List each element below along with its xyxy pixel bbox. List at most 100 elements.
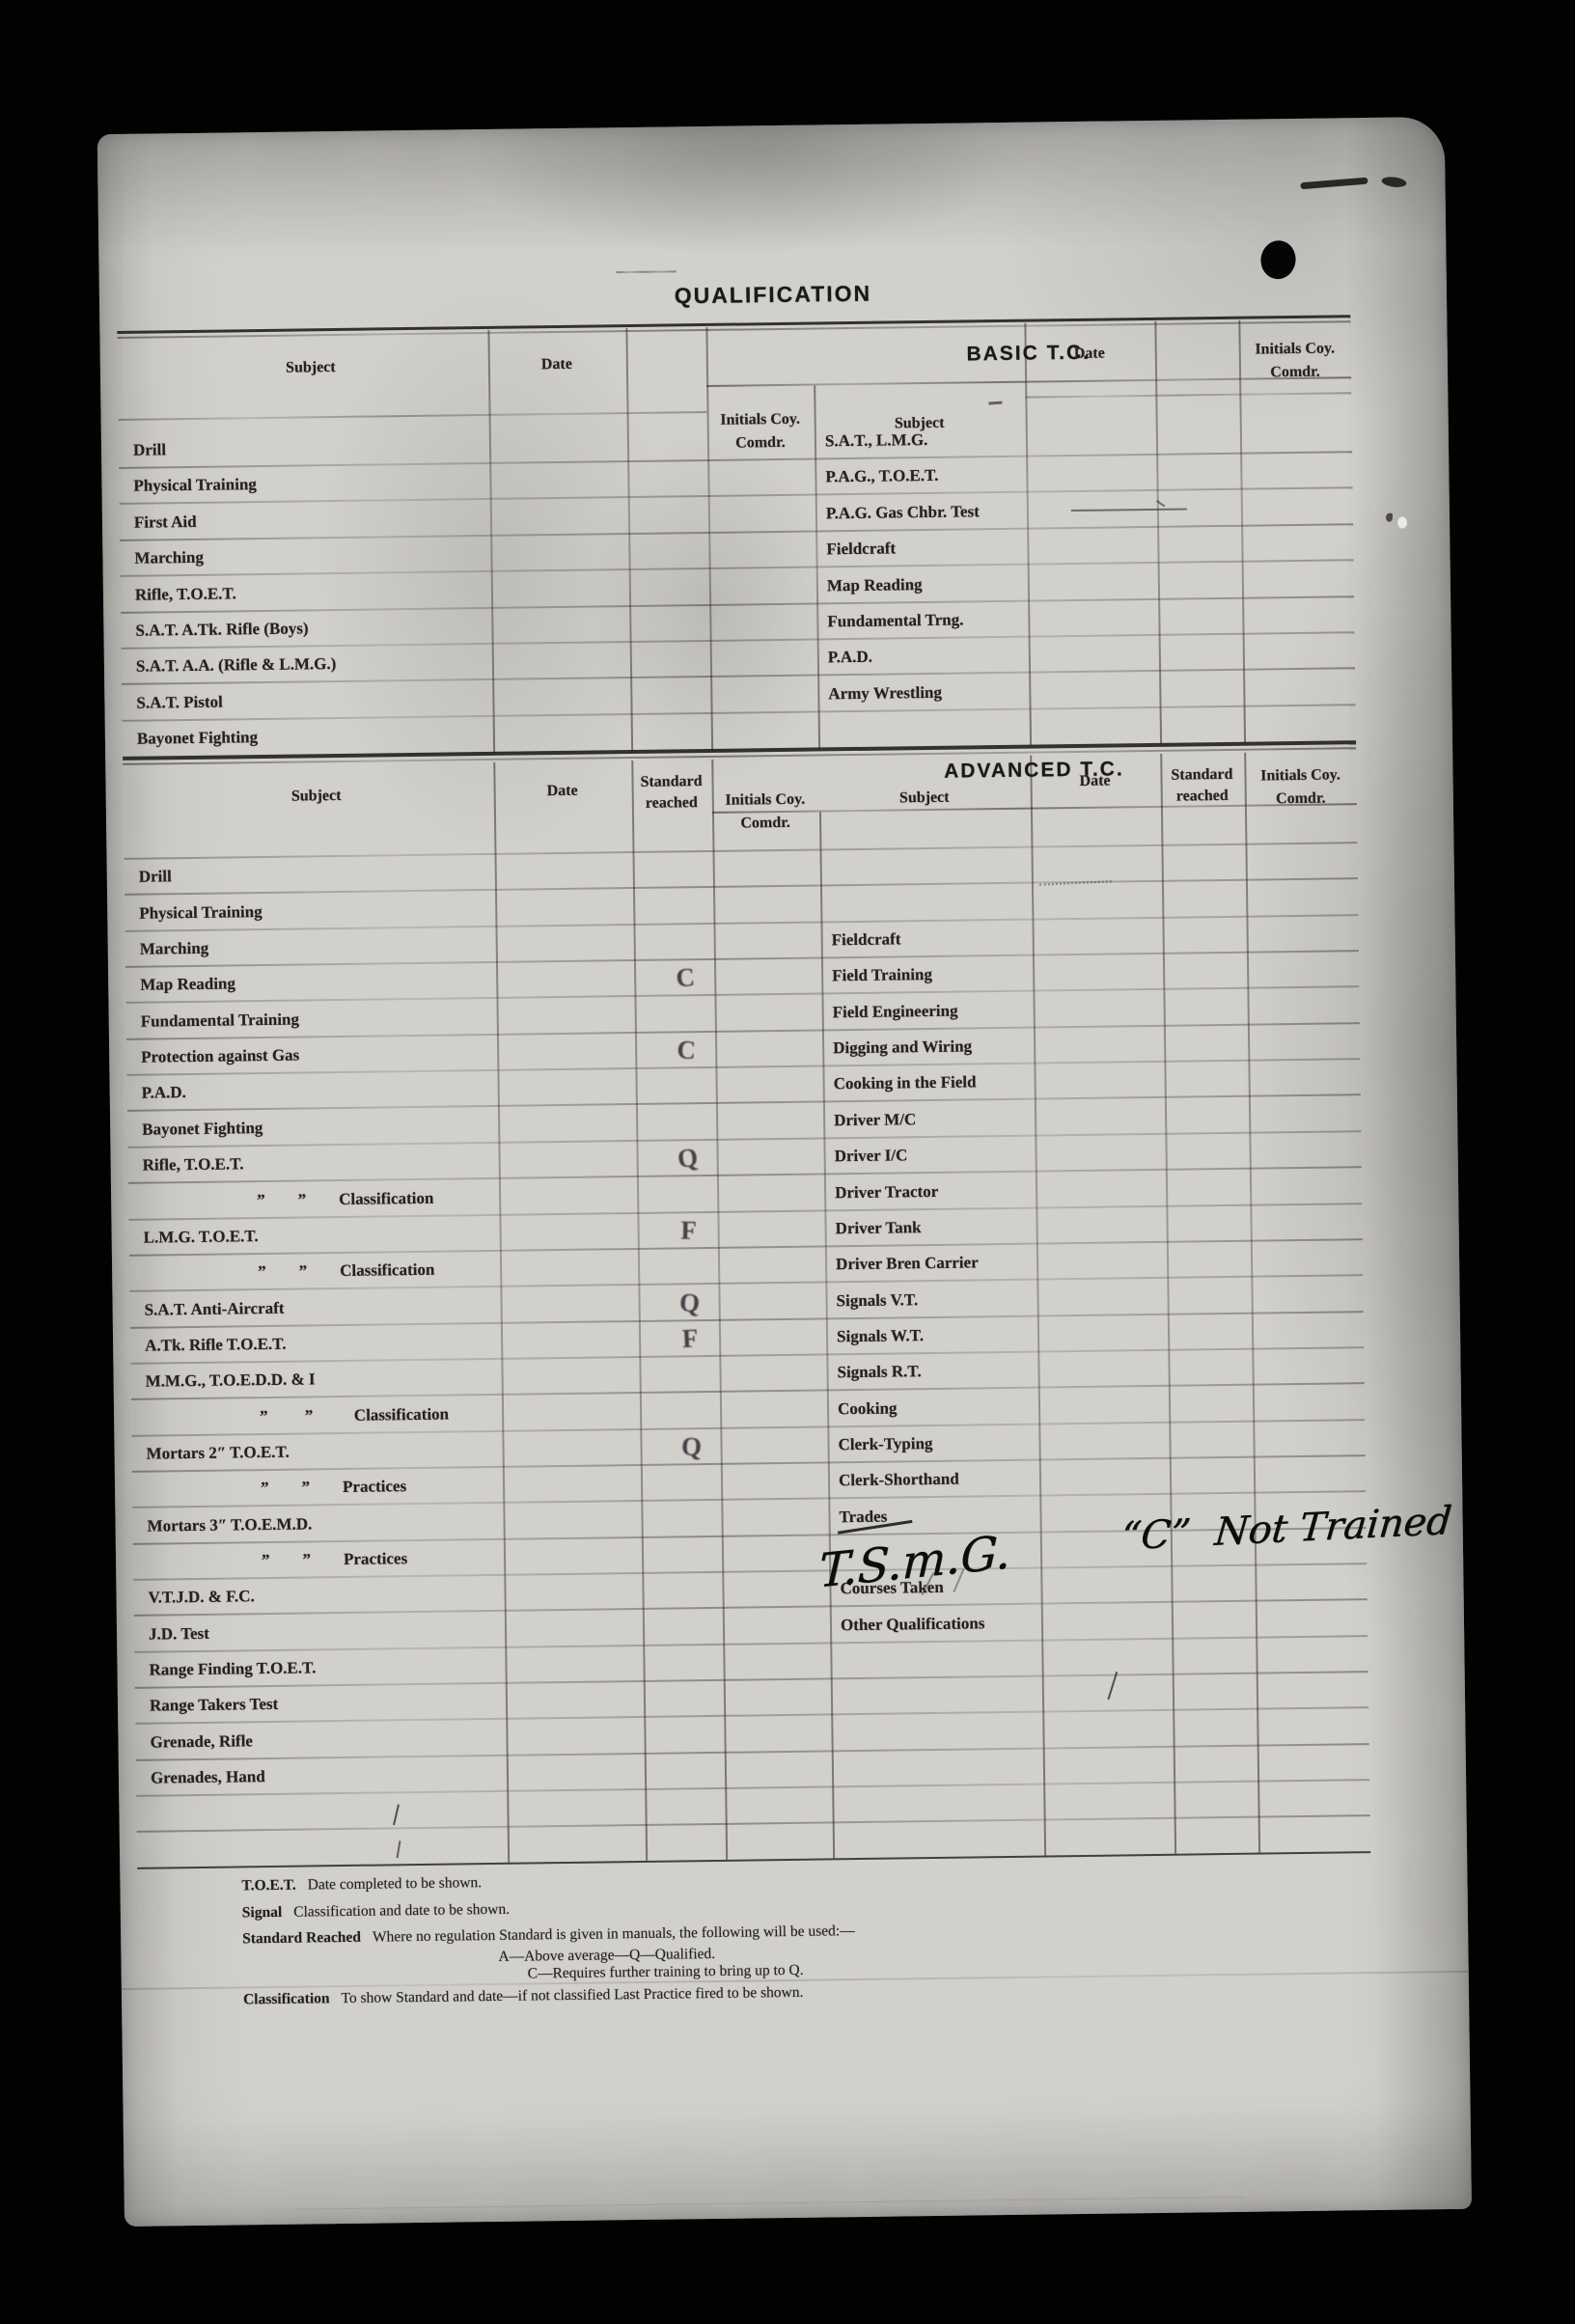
subject-label: Physical Training	[139, 901, 262, 923]
column-rule	[1238, 319, 1247, 743]
subject-label: Driver M/C	[834, 1109, 917, 1130]
footnote-text: Where no regulation Standard is given in…	[372, 1923, 855, 1946]
advanced-standard-right-header: Standard	[1171, 765, 1233, 784]
standard-reached-stamp: Q	[678, 1286, 702, 1318]
row-line	[124, 913, 1359, 932]
standard-reached-stamp: Q	[680, 1431, 703, 1462]
column-rule	[625, 328, 634, 752]
advanced-heading-underline	[711, 803, 1357, 814]
footnote-signal: Signal Classification and date to be show…	[242, 1901, 510, 1923]
subject-label: Fundamental Trng.	[827, 610, 964, 631]
footnote-text: A—Above average—Q—Qualified.	[498, 1945, 716, 1965]
basic-heading-underline	[706, 376, 1352, 387]
basic-initials-center-header: Initials Coy.	[720, 410, 801, 429]
subject-label: S.A.T. Anti-Aircraft	[144, 1298, 285, 1319]
row-line	[130, 1346, 1365, 1365]
column-rule	[1024, 322, 1033, 746]
footnote-classification: Classification To show Standard and date—…	[243, 1984, 804, 2009]
subject-label: Signals W.T.	[836, 1326, 925, 1346]
basic-subject-left-header: Subject	[285, 358, 336, 376]
row-line	[127, 1129, 1362, 1148]
scan-scratch	[297, 2196, 1244, 2210]
row-line	[129, 1310, 1364, 1329]
subject-label: J.D. Test	[148, 1623, 209, 1644]
standard-reached-stamp: F	[681, 1323, 700, 1354]
column-rule	[1154, 320, 1163, 744]
basic-date-right-header: Date	[1073, 345, 1105, 362]
subject-label: Clerk-Typing	[838, 1433, 933, 1454]
subject-label: Driver Tractor	[834, 1181, 939, 1202]
page-title: QUALIFICATION	[674, 280, 872, 309]
ink-smudge	[1380, 176, 1407, 189]
row-line	[120, 559, 1354, 578]
subject-label: Driver I/C	[834, 1146, 908, 1166]
row-line	[128, 1237, 1363, 1257]
row-line	[125, 985, 1360, 1005]
subject-label: Cooking in the Field	[833, 1072, 977, 1093]
subject-label: A.Tk. Rifle T.O.E.T.	[145, 1334, 287, 1355]
subject-label: Fieldcraft	[831, 929, 901, 950]
standard-reached-stamp: C	[676, 1035, 697, 1065]
row-line	[137, 1850, 1371, 1870]
subject-label: Fieldcraft	[826, 539, 897, 559]
column-rule	[1160, 753, 1177, 1854]
row-line	[133, 1598, 1368, 1618]
advanced-initials-right-header: Initials Coy.	[1260, 766, 1340, 785]
advanced-tc-table: Drill Physical Training Marching Map Readin…	[97, 117, 1445, 1870]
row-line	[121, 595, 1355, 614]
subject-label: Clerk-Shorthand	[838, 1469, 959, 1490]
row-line	[134, 1634, 1368, 1653]
row-line	[119, 451, 1353, 469]
header-underline	[1025, 392, 1352, 399]
subject-label: S.A.T. A.Tk. Rifle (Boys)	[135, 619, 309, 640]
subject-label: P.A.D.	[827, 648, 873, 667]
basic-date-left-header: Date	[540, 355, 572, 374]
row-line	[120, 523, 1354, 541]
header-underline	[124, 842, 1358, 860]
subject-label: Marching	[139, 938, 209, 958]
subject-label: Driver Tank	[835, 1217, 922, 1238]
advanced-date-right-header: Date	[1079, 772, 1111, 789]
subject-label: Drill	[138, 867, 172, 887]
row-line	[136, 1814, 1370, 1834]
subject-label: Grenades, Hand	[150, 1767, 265, 1787]
row-line	[131, 1454, 1366, 1473]
footnote-text: Classification and date to be shown.	[293, 1900, 511, 1921]
subject-label: Field Engineering	[832, 1001, 958, 1022]
advanced-initials-center-header2: Comdr.	[740, 814, 790, 832]
footnote-term: Signal	[241, 1903, 283, 1922]
row-line	[127, 1166, 1362, 1185]
footnote-term: T.O.E.T.	[241, 1876, 296, 1895]
header-underline	[118, 410, 707, 421]
paper-speck	[1397, 516, 1408, 529]
subject-label: Physical Training	[133, 475, 257, 496]
column-rule	[631, 760, 649, 1861]
subject-label: V.T.J.D. & F.C.	[148, 1587, 255, 1607]
subject-label: Signals R.T.	[837, 1362, 922, 1382]
subject-label: ” ” Classification	[257, 1188, 434, 1209]
subject-label: Drill	[132, 440, 167, 459]
subject-label: Marching	[134, 547, 205, 567]
footnote-term: Classification	[242, 1990, 330, 2008]
row-line	[122, 703, 1356, 722]
advanced-initials-right-header2: Comdr.	[1276, 789, 1326, 808]
column-rule	[487, 329, 496, 753]
subject-label: ” ” Classification	[259, 1404, 450, 1425]
standard-reached-stamp: F	[680, 1215, 698, 1245]
subject-label: S.A.T. A.A. (Rifle & L.M.G.)	[135, 654, 337, 677]
ink-smudge	[1300, 177, 1368, 190]
hole-punch-mark	[1258, 238, 1298, 282]
subject-label: Grenade, Rifle	[150, 1730, 254, 1752]
advanced-standard-left-header2: reached	[645, 794, 698, 812]
subject-label: Other Qualifications	[840, 1613, 985, 1634]
document-page: QUALIFICATION Subject Date BASIC T.C. In…	[97, 116, 1472, 2227]
subject-label: Army Wrestling	[828, 682, 943, 704]
basic-tc-heading: BASIC T.C.	[966, 341, 1091, 366]
subject-label: Digging and Wiring	[833, 1037, 973, 1058]
row-line	[126, 1058, 1361, 1076]
subject-label: P.A.G., T.O.E.T.	[825, 466, 939, 486]
footnote-text: Date completed to be shown.	[307, 1874, 483, 1894]
standard-reached-stamp: C	[675, 962, 696, 993]
subject-label: ” ” Practices	[261, 1549, 408, 1570]
